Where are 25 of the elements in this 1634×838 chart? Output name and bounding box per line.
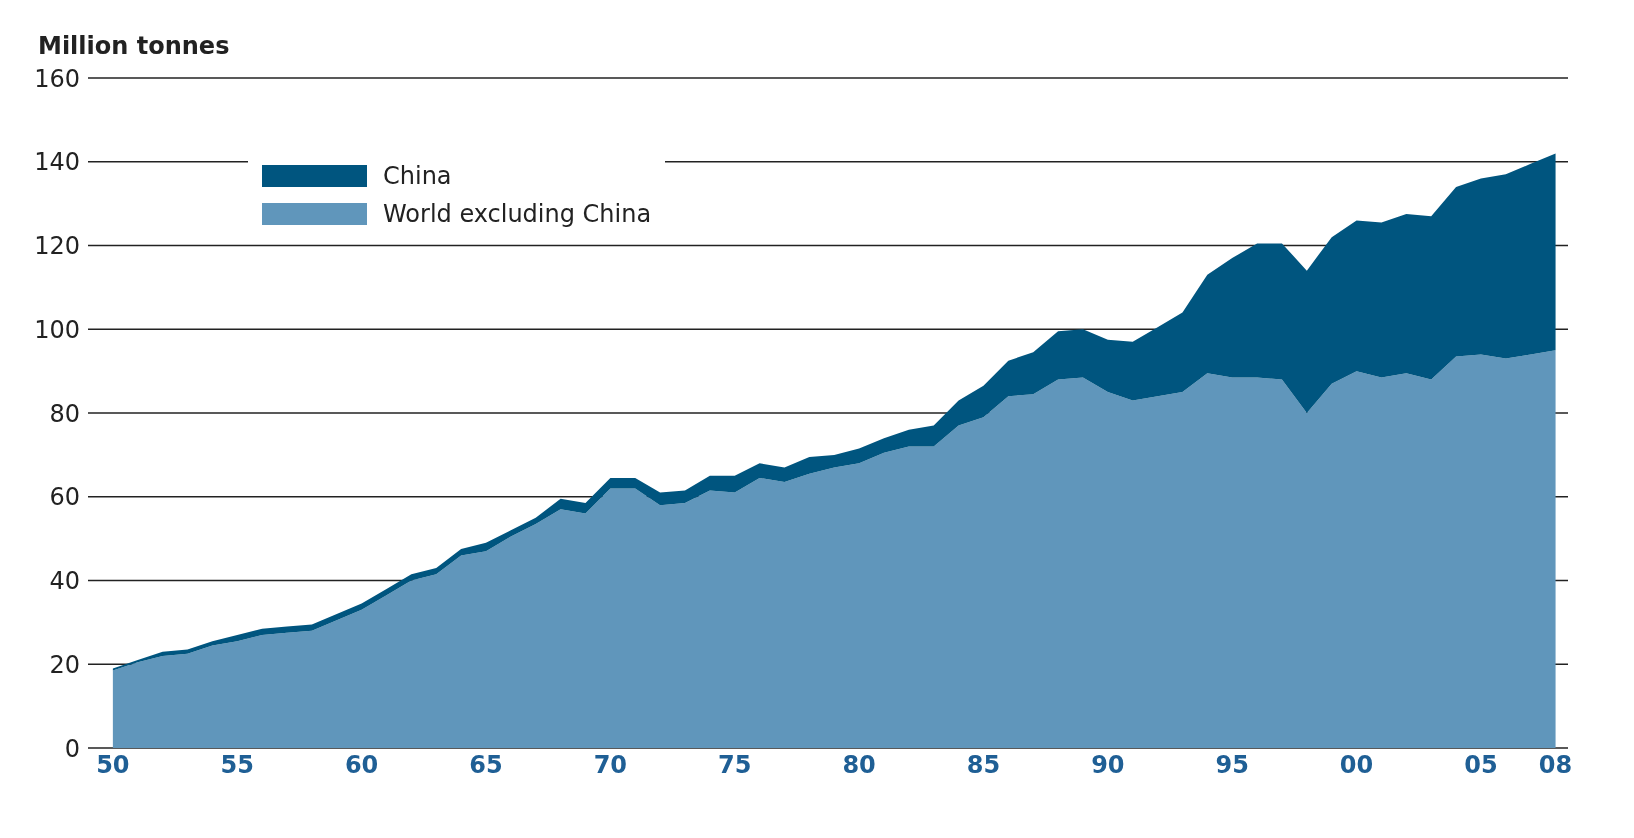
x-tick-label: 95	[1215, 751, 1249, 780]
x-tick-label: 05	[1464, 751, 1498, 780]
y-tick-label: 0	[64, 734, 80, 763]
y-tick-label: 160	[34, 64, 80, 93]
y-tick-label: 140	[34, 148, 80, 177]
x-tick-label: 08	[1538, 751, 1573, 780]
y-tick-label: 40	[49, 567, 80, 596]
y-tick-label: 100	[34, 315, 80, 344]
x-tick-label: 00	[1339, 751, 1374, 780]
legend-label: China	[383, 162, 452, 190]
x-tick-label: 75	[718, 751, 752, 780]
y-tick-label: 20	[49, 650, 80, 679]
x-tick-label: 85	[966, 751, 1001, 780]
y-axis-title: Million tonnes	[38, 32, 230, 60]
x-tick-label: 65	[469, 751, 503, 780]
x-tick-label: 70	[593, 751, 628, 780]
x-tick-label: 80	[842, 751, 876, 780]
x-tick-label: 55	[220, 751, 254, 780]
y-tick-label: 80	[49, 399, 80, 428]
x-tick-label: 50	[96, 751, 130, 780]
y-tick-label: 120	[34, 232, 80, 261]
x-tick-label: 90	[1091, 751, 1125, 780]
legend-label: World excluding China	[383, 200, 652, 228]
y-tick-label: 60	[49, 483, 80, 512]
x-tick-label: 60	[344, 751, 379, 780]
